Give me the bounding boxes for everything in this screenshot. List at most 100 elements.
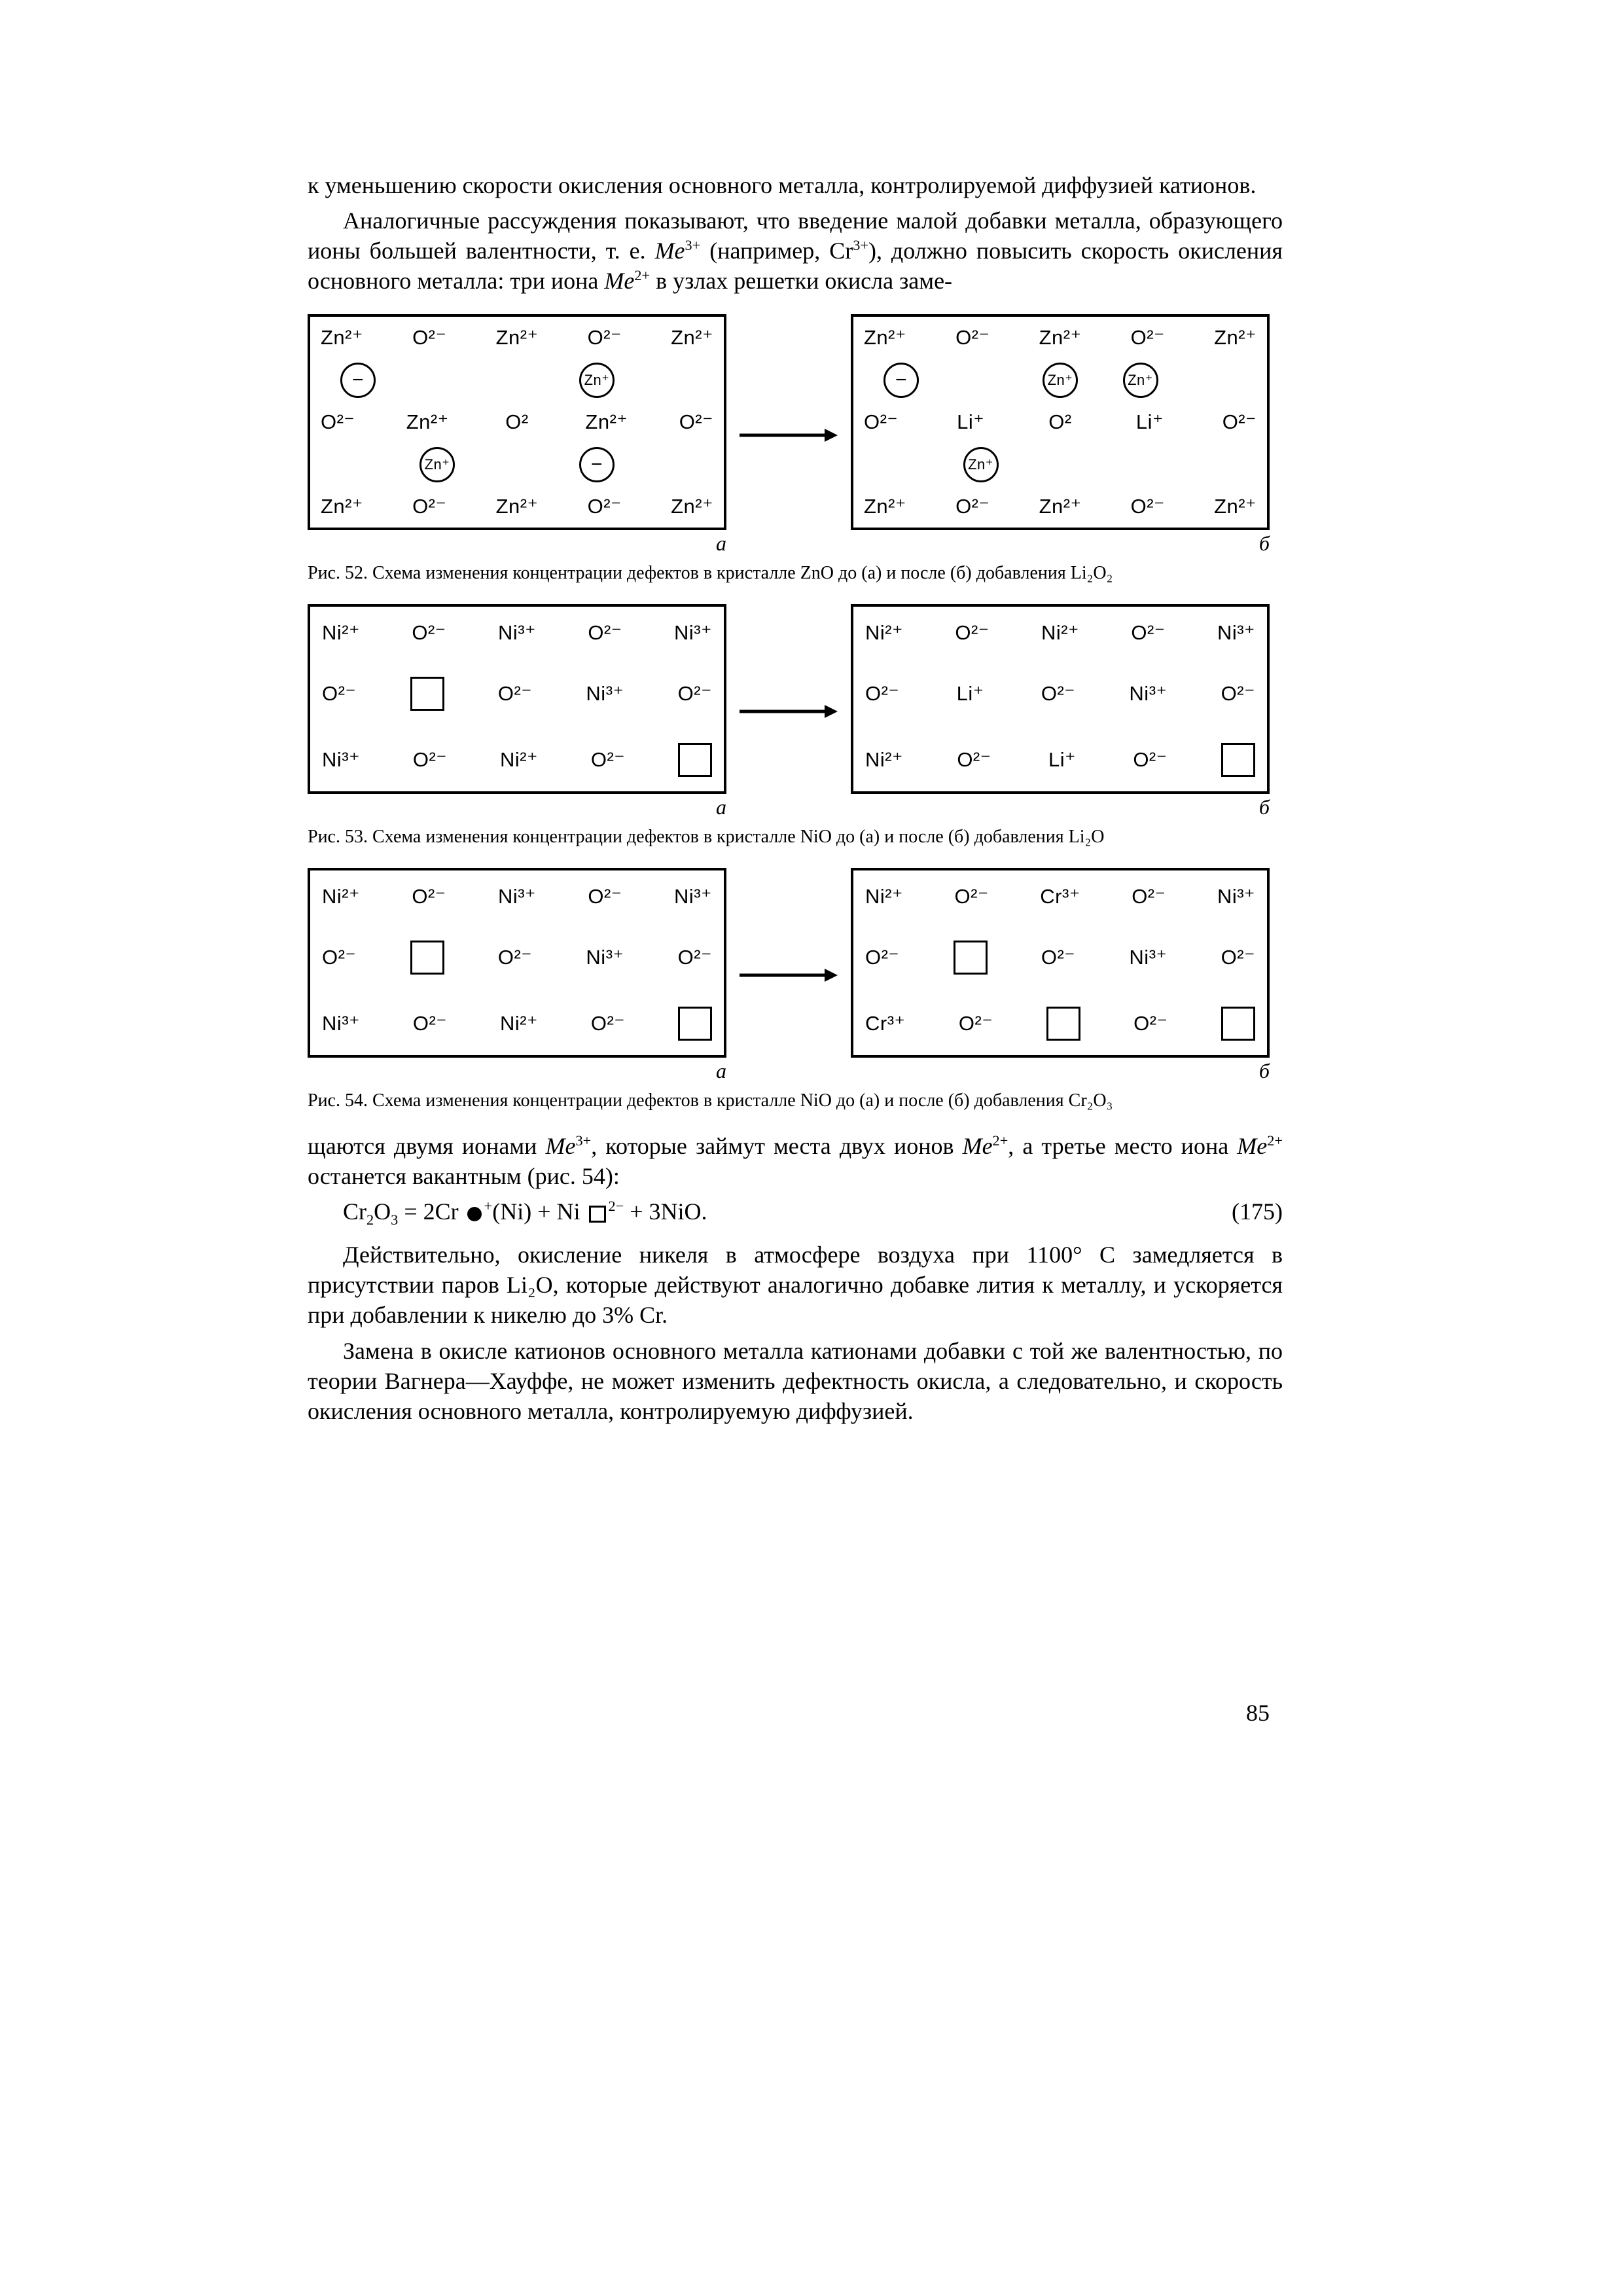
- ion: Ni²⁺: [865, 621, 903, 645]
- electron-icon: −: [579, 447, 615, 482]
- electron-icon: −: [883, 363, 919, 398]
- ion: Ni²⁺: [322, 885, 360, 908]
- spacer: [500, 368, 534, 392]
- label-a: а: [308, 795, 726, 819]
- ion: Zn²⁺: [864, 495, 906, 518]
- ion: Ni²⁺: [865, 748, 903, 772]
- arrow-icon: [740, 422, 838, 448]
- spacer: [421, 368, 455, 392]
- t: (например, Cr: [700, 238, 853, 264]
- interstitial-zn-icon: Zn⁺: [419, 447, 455, 482]
- t: щаются двумя ионами: [308, 1133, 546, 1159]
- ion: O²⁻: [591, 748, 625, 772]
- ion: O²⁻: [412, 495, 446, 518]
- spacer: Zn⁺: [963, 447, 999, 482]
- vacancy-icon: [1221, 743, 1255, 777]
- lattice-row: O²⁻Li⁺O²Li⁺O²⁻: [857, 410, 1263, 434]
- lattice-row: O²⁻Li⁺O²⁻Ni³⁺O²⁻: [859, 682, 1262, 706]
- label-b: б: [851, 1059, 1270, 1083]
- ion: [1221, 743, 1255, 777]
- eq-number: (175): [1232, 1196, 1283, 1227]
- t: , которые займут места двух ионов: [591, 1133, 962, 1159]
- page: к уменьшению скорости окисления основног…: [0, 0, 1623, 2296]
- ion: Zn²⁺: [671, 326, 713, 350]
- vacancy-icon: [589, 1206, 606, 1223]
- ion: Ni³⁺: [1129, 946, 1167, 969]
- ion: Ni³⁺: [674, 621, 712, 645]
- lattice-row: O²⁻Zn²⁺O²Zn²⁺O²⁻: [314, 410, 720, 434]
- fig53-box-a-wrap: Ni²⁺O²⁻Ni³⁺O²⁻Ni³⁺O²⁻O²⁻Ni³⁺O²⁻Ni³⁺O²⁻Ni…: [308, 604, 726, 819]
- lattice-row: Cr³⁺ O²⁻ O²⁻: [859, 1007, 1262, 1041]
- ion: Zn²⁺: [406, 410, 449, 434]
- t: в узлах решетки окисла заме-: [650, 268, 952, 294]
- ion: O²⁻: [1133, 1012, 1168, 1035]
- sup: 3+: [685, 237, 701, 253]
- ion: O²⁻: [498, 682, 532, 706]
- sup: 2+: [1267, 1132, 1283, 1149]
- ion: O²⁻: [959, 1012, 993, 1035]
- ion: [410, 941, 444, 975]
- ion: Zn²⁺: [1039, 495, 1082, 518]
- ion: Zn²⁺: [321, 326, 363, 350]
- ion: O²⁻: [412, 621, 446, 645]
- vacancy-icon: [1046, 1007, 1080, 1041]
- ion: O²⁻: [955, 326, 990, 350]
- spacer: [883, 453, 918, 476]
- ion: O²⁻: [1222, 410, 1257, 434]
- t: = 2Cr: [398, 1198, 464, 1225]
- spacer: [340, 453, 374, 476]
- spacer: [1203, 453, 1237, 476]
- ion: [410, 677, 444, 711]
- vacancy-icon: [678, 743, 712, 777]
- label-a: а: [308, 531, 726, 556]
- ion: O²⁻: [1133, 748, 1167, 772]
- sup: 2+: [993, 1132, 1008, 1149]
- t: O: [374, 1198, 391, 1225]
- spacer: −: [883, 363, 919, 398]
- ion: O²⁻: [957, 748, 991, 772]
- ion: Ni³⁺: [586, 946, 624, 969]
- ion: Li⁺: [1133, 410, 1167, 434]
- electron-icon: −: [340, 363, 376, 398]
- ion: O²⁻: [588, 885, 622, 908]
- ion: O²⁻: [865, 946, 899, 969]
- interstitial-row: − Zn⁺: [314, 363, 720, 398]
- sup: 2+: [634, 267, 650, 283]
- ion: O²⁻: [413, 1012, 447, 1035]
- after-fig-paragraphs: щаются двумя ионами Me 3 + , которые займут…: [308, 1131, 1283, 1426]
- lattice-row: Ni²⁺O²⁻Li⁺O²⁻: [859, 743, 1262, 777]
- ion: O²⁻: [1131, 326, 1165, 350]
- ion: O²⁻: [412, 326, 446, 350]
- fig54-lattice-b: Ni²⁺O²⁻Cr³⁺O²⁻Ni³⁺O²⁻O²⁻Ni³⁺O²⁻Cr³⁺O²⁻O²…: [851, 868, 1270, 1058]
- spacer: [964, 368, 998, 392]
- label-b: б: [851, 531, 1270, 556]
- ion: Cr³⁺: [865, 1012, 905, 1035]
- me: Me: [546, 1133, 576, 1159]
- ion: Zn²⁺: [496, 495, 539, 518]
- ion: O²⁻: [321, 410, 355, 434]
- eq-body: Cr2O3 = 2Cr +(Ni) + Ni 2− + 3NiO.: [343, 1196, 707, 1227]
- ion: Cr³⁺: [1040, 885, 1080, 908]
- ion: O²⁻: [1041, 682, 1075, 706]
- vacancy-icon: [954, 941, 988, 975]
- ion: Ni³⁺: [498, 621, 536, 645]
- ion: [954, 941, 988, 975]
- me: Me: [1237, 1133, 1267, 1159]
- sup: +: [484, 1198, 493, 1214]
- ion: O²⁻: [413, 748, 447, 772]
- lattice-row: O²⁻O²⁻Ni³⁺O²⁻: [859, 941, 1262, 975]
- ion: Zn²⁺: [864, 326, 906, 350]
- interstitial-zn-icon: Zn⁺: [963, 447, 999, 482]
- lattice-row: Ni²⁺O²⁻Ni²⁺O²⁻Ni³⁺: [859, 621, 1262, 645]
- spacer: [660, 453, 694, 476]
- spacer: Zn⁺: [1043, 363, 1078, 398]
- lattice-row: O²⁻O²⁻Ni³⁺O²⁻: [315, 941, 719, 975]
- ion: O²⁻: [678, 946, 712, 969]
- label-b: б: [851, 795, 1270, 819]
- fig-53: Ni²⁺O²⁻Ni³⁺O²⁻Ni³⁺O²⁻O²⁻Ni³⁺O²⁻Ni³⁺O²⁻Ni…: [308, 604, 1283, 848]
- ion: O²⁻: [1221, 946, 1255, 969]
- ion: O²⁻: [498, 946, 532, 969]
- sub: 3: [391, 1211, 398, 1228]
- equation-175: Cr2O3 = 2Cr +(Ni) + Ni 2− + 3NiO. (175): [343, 1196, 1283, 1227]
- ion: Zn²⁺: [1214, 326, 1257, 350]
